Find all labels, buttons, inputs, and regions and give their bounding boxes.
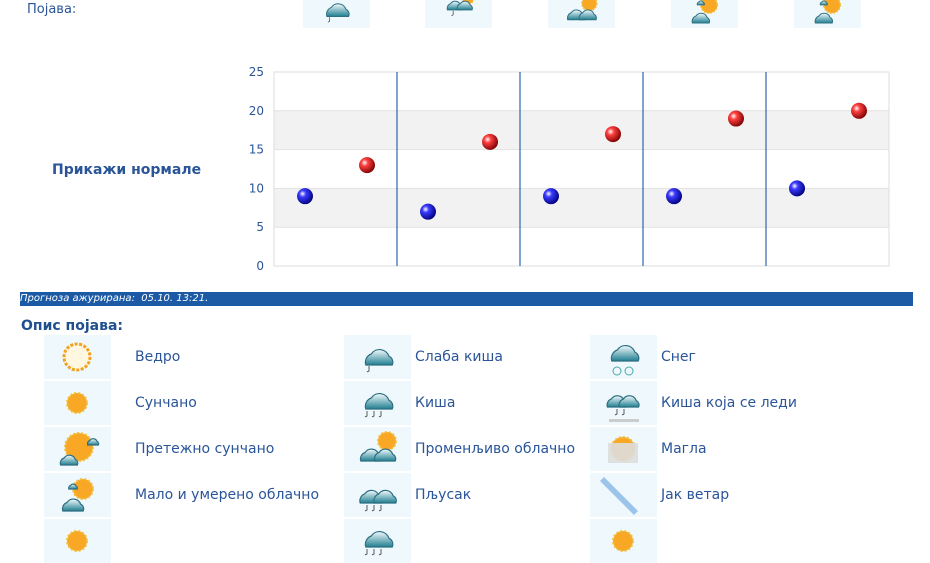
legend-title: Опис појава: <box>21 318 123 334</box>
y-tick-label: 0 <box>256 259 264 273</box>
legend-label: Мало и умерено облачно <box>135 487 320 503</box>
y-tick-label: 25 <box>249 65 264 79</box>
min-temp-point <box>420 203 436 220</box>
magla-icon <box>590 427 657 471</box>
sunchano-icon <box>44 381 111 425</box>
legend-label: Киша која се леди <box>661 395 797 411</box>
forecast-updated-bar: Прогноза ажурирана: 05.10. 13:21. <box>20 292 913 306</box>
legend-label: Слаба киша <box>415 349 503 365</box>
weather-promenljivo-oblacno-icon <box>548 0 615 28</box>
legend-label: Киша <box>415 395 456 411</box>
kisa-icon <box>344 519 411 563</box>
pretezno-sunchano-icon <box>44 427 111 471</box>
sunchano-icon <box>590 519 657 563</box>
jak-vetar-icon <box>590 473 657 517</box>
min-temp-point <box>789 180 805 197</box>
y-tick-label: 10 <box>249 181 264 195</box>
max-temp-point <box>728 110 744 127</box>
sunchano-icon <box>44 519 111 563</box>
max-temp-point <box>851 102 867 119</box>
malo-i-umereno-oblacno-icon <box>44 473 111 517</box>
legend-label: Пљусак <box>415 487 472 503</box>
weather-malo-i-umereno-oblacno-icon <box>671 0 738 28</box>
pljusak-icon <box>344 473 411 517</box>
y-tick-label: 5 <box>256 220 264 234</box>
vedro-icon <box>44 335 111 379</box>
weather-slaba-kisa-icon <box>303 0 370 28</box>
promenljivo-oblacno-icon <box>344 427 411 471</box>
grid-band <box>274 188 889 228</box>
legend-label: Снег <box>661 349 696 365</box>
min-temp-point <box>666 188 682 205</box>
show-normals-link[interactable]: Прикажи нормале <box>52 162 202 178</box>
legend-label: Сунчано <box>135 395 197 411</box>
slaba-kisa-icon <box>344 335 411 379</box>
plot-area <box>273 71 890 267</box>
temperature-chart: 0 5 10 15 20 25 <box>249 65 890 273</box>
max-temp-point <box>482 133 498 150</box>
legend-label: Јак ветар <box>661 487 730 503</box>
y-tick-label: 20 <box>249 104 264 118</box>
grid-band <box>274 110 889 150</box>
max-temp-point <box>605 126 621 143</box>
min-temp-point <box>543 188 559 205</box>
max-temp-point <box>359 157 375 174</box>
kisa-icon <box>344 381 411 425</box>
ledena-kisa-icon <box>590 381 657 425</box>
weather-promenljivo-oblacno-kisa-icon <box>425 0 492 28</box>
phenomenon-label: Појава: <box>27 2 77 17</box>
min-temp-point <box>297 188 313 205</box>
legend-label: Претежно сунчано <box>135 441 275 457</box>
legend-label: Магла <box>661 441 707 457</box>
legend-label: Ведро <box>135 349 181 365</box>
sneg-icon <box>590 335 657 379</box>
weather-malo-i-umereno-oblacno-icon <box>794 0 861 28</box>
legend-label: Променљиво облачно <box>415 441 576 457</box>
y-tick-label: 15 <box>249 143 264 157</box>
